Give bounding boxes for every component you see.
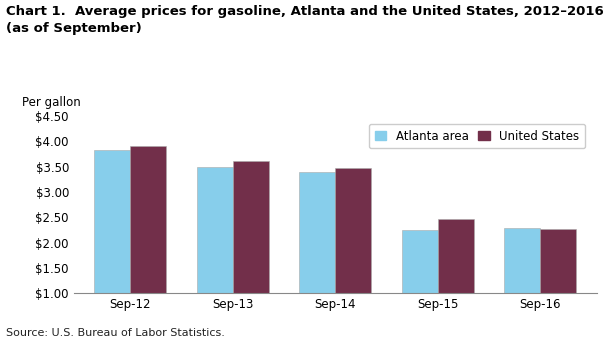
Bar xyxy=(130,146,166,293)
Bar xyxy=(540,229,576,293)
Text: Per gallon: Per gallon xyxy=(22,96,81,109)
Legend: Atlanta area, United States: Atlanta area, United States xyxy=(368,124,585,148)
Bar xyxy=(94,150,130,293)
Text: Source: U.S. Bureau of Labor Statistics.: Source: U.S. Bureau of Labor Statistics. xyxy=(6,328,225,338)
Bar xyxy=(504,228,540,293)
Bar xyxy=(232,161,269,293)
Bar xyxy=(335,168,371,293)
Bar xyxy=(300,172,335,293)
Bar xyxy=(197,167,232,293)
Bar xyxy=(438,219,474,293)
Text: Chart 1.  Average prices for gasoline, Atlanta and the United States, 2012–2016: Chart 1. Average prices for gasoline, At… xyxy=(6,5,604,18)
Text: (as of September): (as of September) xyxy=(6,22,142,35)
Bar xyxy=(402,231,438,293)
